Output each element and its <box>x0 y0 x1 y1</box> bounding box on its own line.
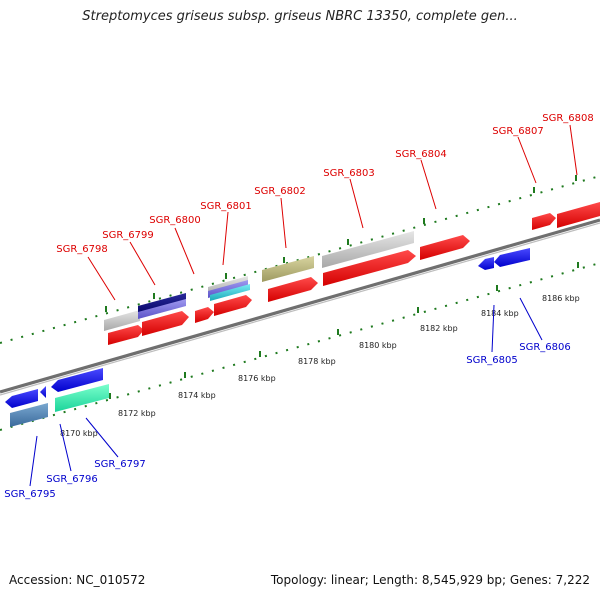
tick-label-8176: 8176 kbp <box>238 374 276 383</box>
bottom-gene-labels: SGR_6795 SGR_6796 SGR_6797 SGR_6805 SGR_… <box>4 342 571 500</box>
map-title: Streptomyces griseus subsp. griseus NBRC… <box>82 9 518 24</box>
gene-arrow[interactable] <box>532 213 556 230</box>
gene-arrow[interactable] <box>268 277 318 302</box>
gene-arrow[interactable] <box>108 325 144 345</box>
gene-label-sgr-6807[interactable]: SGR_6807 <box>492 126 544 137</box>
gene-block[interactable] <box>138 299 186 319</box>
reverse-strand-genes[interactable] <box>5 248 530 408</box>
gene-block[interactable] <box>55 384 109 412</box>
gene-label-sgr-6804[interactable]: SGR_6804 <box>395 149 447 160</box>
gene-block[interactable] <box>104 310 140 331</box>
lower-feature-blocks[interactable] <box>10 384 109 427</box>
gene-label-sgr-6808[interactable]: SGR_6808 <box>542 113 594 124</box>
gene-block[interactable] <box>262 256 314 282</box>
upper-feature-blocks[interactable] <box>104 231 414 331</box>
accession-text: Accession: NC_010572 <box>9 573 146 587</box>
scale-major-ticks <box>34 175 579 420</box>
gene-arrow[interactable] <box>214 295 252 316</box>
gene-arrow[interactable] <box>478 257 494 270</box>
gene-arrow[interactable] <box>40 386 46 398</box>
bottom-label-leaders <box>29 297 543 487</box>
gene-label-sgr-6798[interactable]: SGR_6798 <box>56 244 108 255</box>
gene-label-sgr-6800[interactable]: SGR_6800 <box>149 215 201 226</box>
top-label-leaders <box>87 124 578 301</box>
tick-label-8178: 8178 kbp <box>298 357 336 366</box>
gene-arrow[interactable] <box>51 368 103 392</box>
gene-label-sgr-6796[interactable]: SGR_6796 <box>46 474 98 485</box>
gene-block[interactable] <box>10 403 48 427</box>
gene-arrow[interactable] <box>420 235 470 260</box>
tick-label-8174: 8174 kbp <box>178 391 216 400</box>
gene-arrow[interactable] <box>5 389 38 408</box>
gene-label-sgr-6797[interactable]: SGR_6797 <box>94 459 146 470</box>
tick-label-8170: 8170 kbp <box>60 429 98 438</box>
genome-summary-text: Topology: linear; Length: 8,545,929 bp; … <box>270 573 590 587</box>
tick-label-8184: 8184 kbp <box>481 309 519 318</box>
gene-label-sgr-6802[interactable]: SGR_6802 <box>254 186 306 197</box>
gene-block[interactable] <box>322 231 414 268</box>
gene-arrow[interactable] <box>494 248 530 267</box>
gene-label-sgr-6805[interactable]: SGR_6805 <box>466 355 518 366</box>
tick-label-8180: 8180 kbp <box>359 341 397 350</box>
tick-label-8186: 8186 kbp <box>542 294 580 303</box>
tick-label-8172: 8172 kbp <box>118 409 156 418</box>
gene-arrow[interactable] <box>195 307 214 323</box>
gene-label-sgr-6799[interactable]: SGR_6799 <box>102 230 154 241</box>
gene-label-sgr-6803[interactable]: SGR_6803 <box>323 168 375 179</box>
gene-block[interactable] <box>210 284 250 301</box>
gene-arrow[interactable] <box>557 202 600 228</box>
gene-label-sgr-6801[interactable]: SGR_6801 <box>200 201 252 212</box>
gene-label-sgr-6795[interactable]: SGR_6795 <box>4 489 56 500</box>
chromosome-backbone <box>0 218 600 396</box>
gene-arrow[interactable] <box>323 250 416 286</box>
forward-strand-genes[interactable] <box>108 202 600 345</box>
tick-label-8182: 8182 kbp <box>420 324 458 333</box>
scale-labels: 8170 kbp 8172 kbp 8174 kbp 8176 kbp 8178… <box>60 294 580 438</box>
gene-label-sgr-6806[interactable]: SGR_6806 <box>519 342 571 353</box>
top-gene-labels: SGR_6798 SGR_6799 SGR_6800 SGR_6801 SGR_… <box>56 113 594 255</box>
gene-arrow[interactable] <box>142 311 189 336</box>
